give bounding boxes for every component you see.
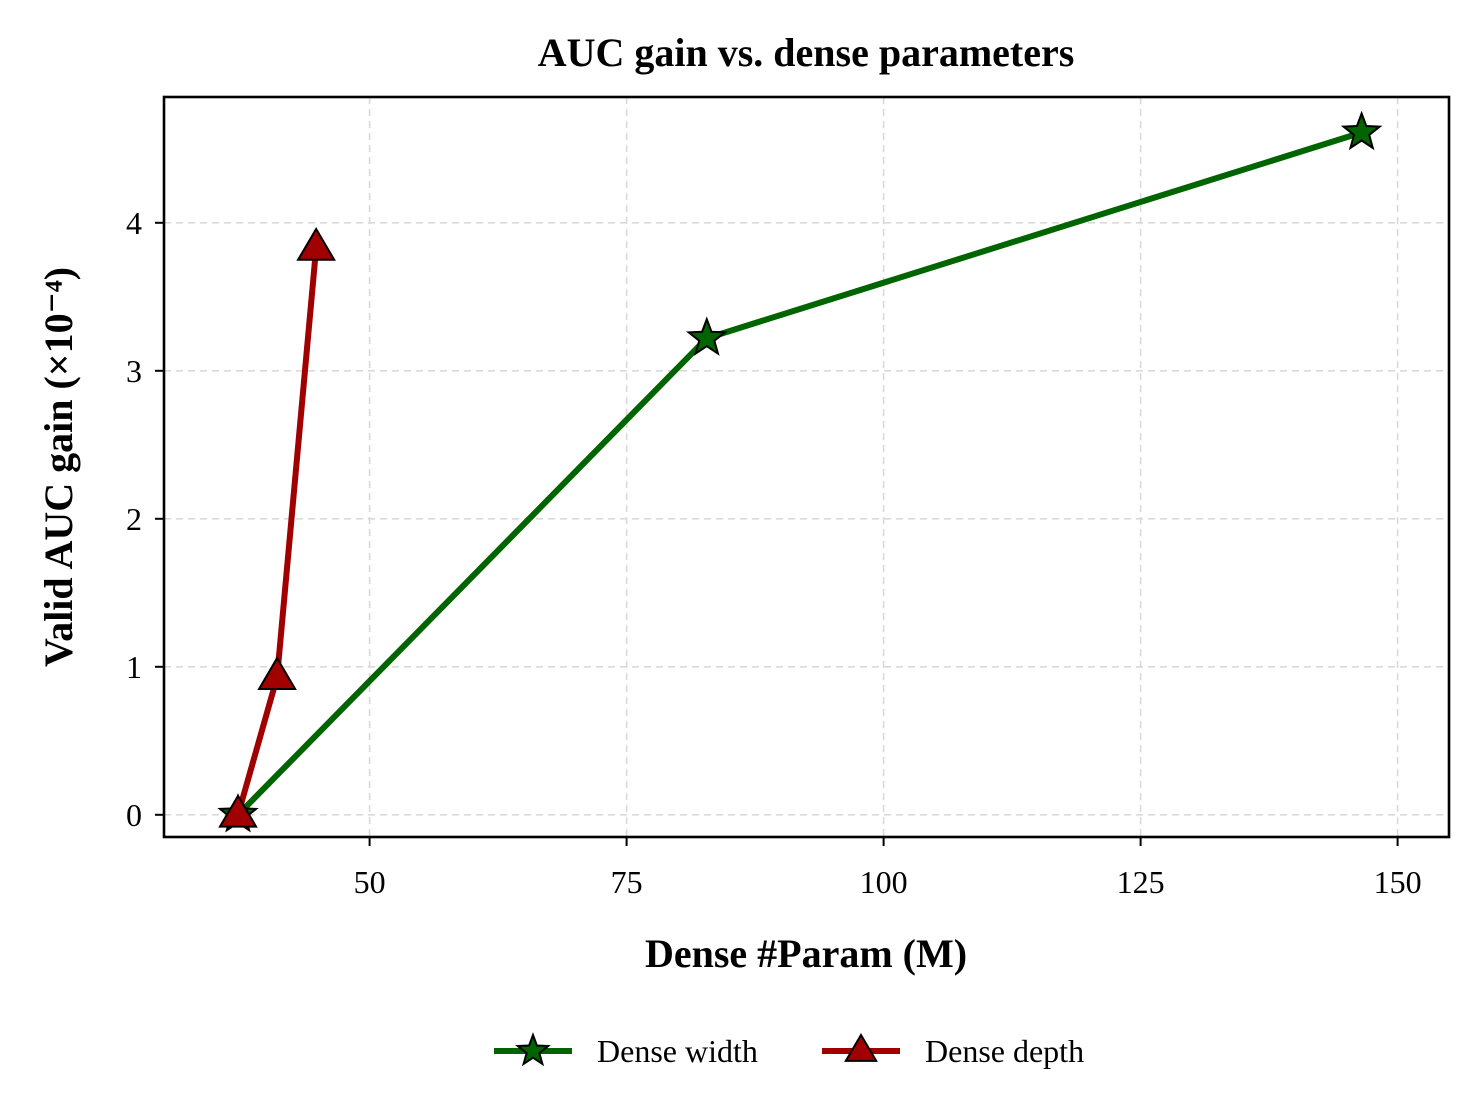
y-tick-label: 2 xyxy=(126,501,142,537)
series-line xyxy=(235,129,1365,818)
y-tick-label: 1 xyxy=(126,649,142,685)
legend-entry: Dense depth xyxy=(822,1033,1084,1069)
legend: Dense width Dense depth xyxy=(494,1032,1084,1069)
legend-label: Dense width xyxy=(597,1033,758,1069)
x-tick-label: 125 xyxy=(1117,864,1165,900)
series-line xyxy=(235,244,320,818)
data-point-triangle xyxy=(257,656,297,690)
x-tick-label: 150 xyxy=(1374,864,1422,900)
y-tick-label: 0 xyxy=(126,797,142,833)
legend-marker-triangle xyxy=(844,1033,878,1062)
grid-layer xyxy=(164,97,1449,837)
plot-frame xyxy=(162,95,1451,839)
x-tick-label: 100 xyxy=(860,864,908,900)
data-point-triangle xyxy=(218,793,258,828)
x-axis-label: Dense #Param (M) xyxy=(645,931,967,976)
y-tick-label: 3 xyxy=(126,353,142,389)
series-dense-depth xyxy=(218,226,336,828)
ticks-layer: 50 75 100 125 150 0 1 2 3 4 xyxy=(126,205,1422,900)
legend-label: Dense depth xyxy=(925,1033,1084,1069)
chart-title: AUC gain vs. dense parameters xyxy=(538,30,1075,75)
series-layer xyxy=(217,110,1383,833)
legend-entry: Dense width xyxy=(494,1032,758,1069)
data-point-triangle xyxy=(296,226,336,261)
y-axis-label: Valid AUC gain (×10⁻⁴) xyxy=(36,267,81,667)
legend-marker-star xyxy=(515,1032,551,1067)
y-tick-label: 4 xyxy=(126,205,142,241)
data-point-star xyxy=(685,316,728,356)
x-tick-label: 75 xyxy=(611,864,643,900)
x-tick-label: 50 xyxy=(354,864,386,900)
series-dense-width xyxy=(217,110,1383,833)
data-point-star xyxy=(1340,110,1383,151)
